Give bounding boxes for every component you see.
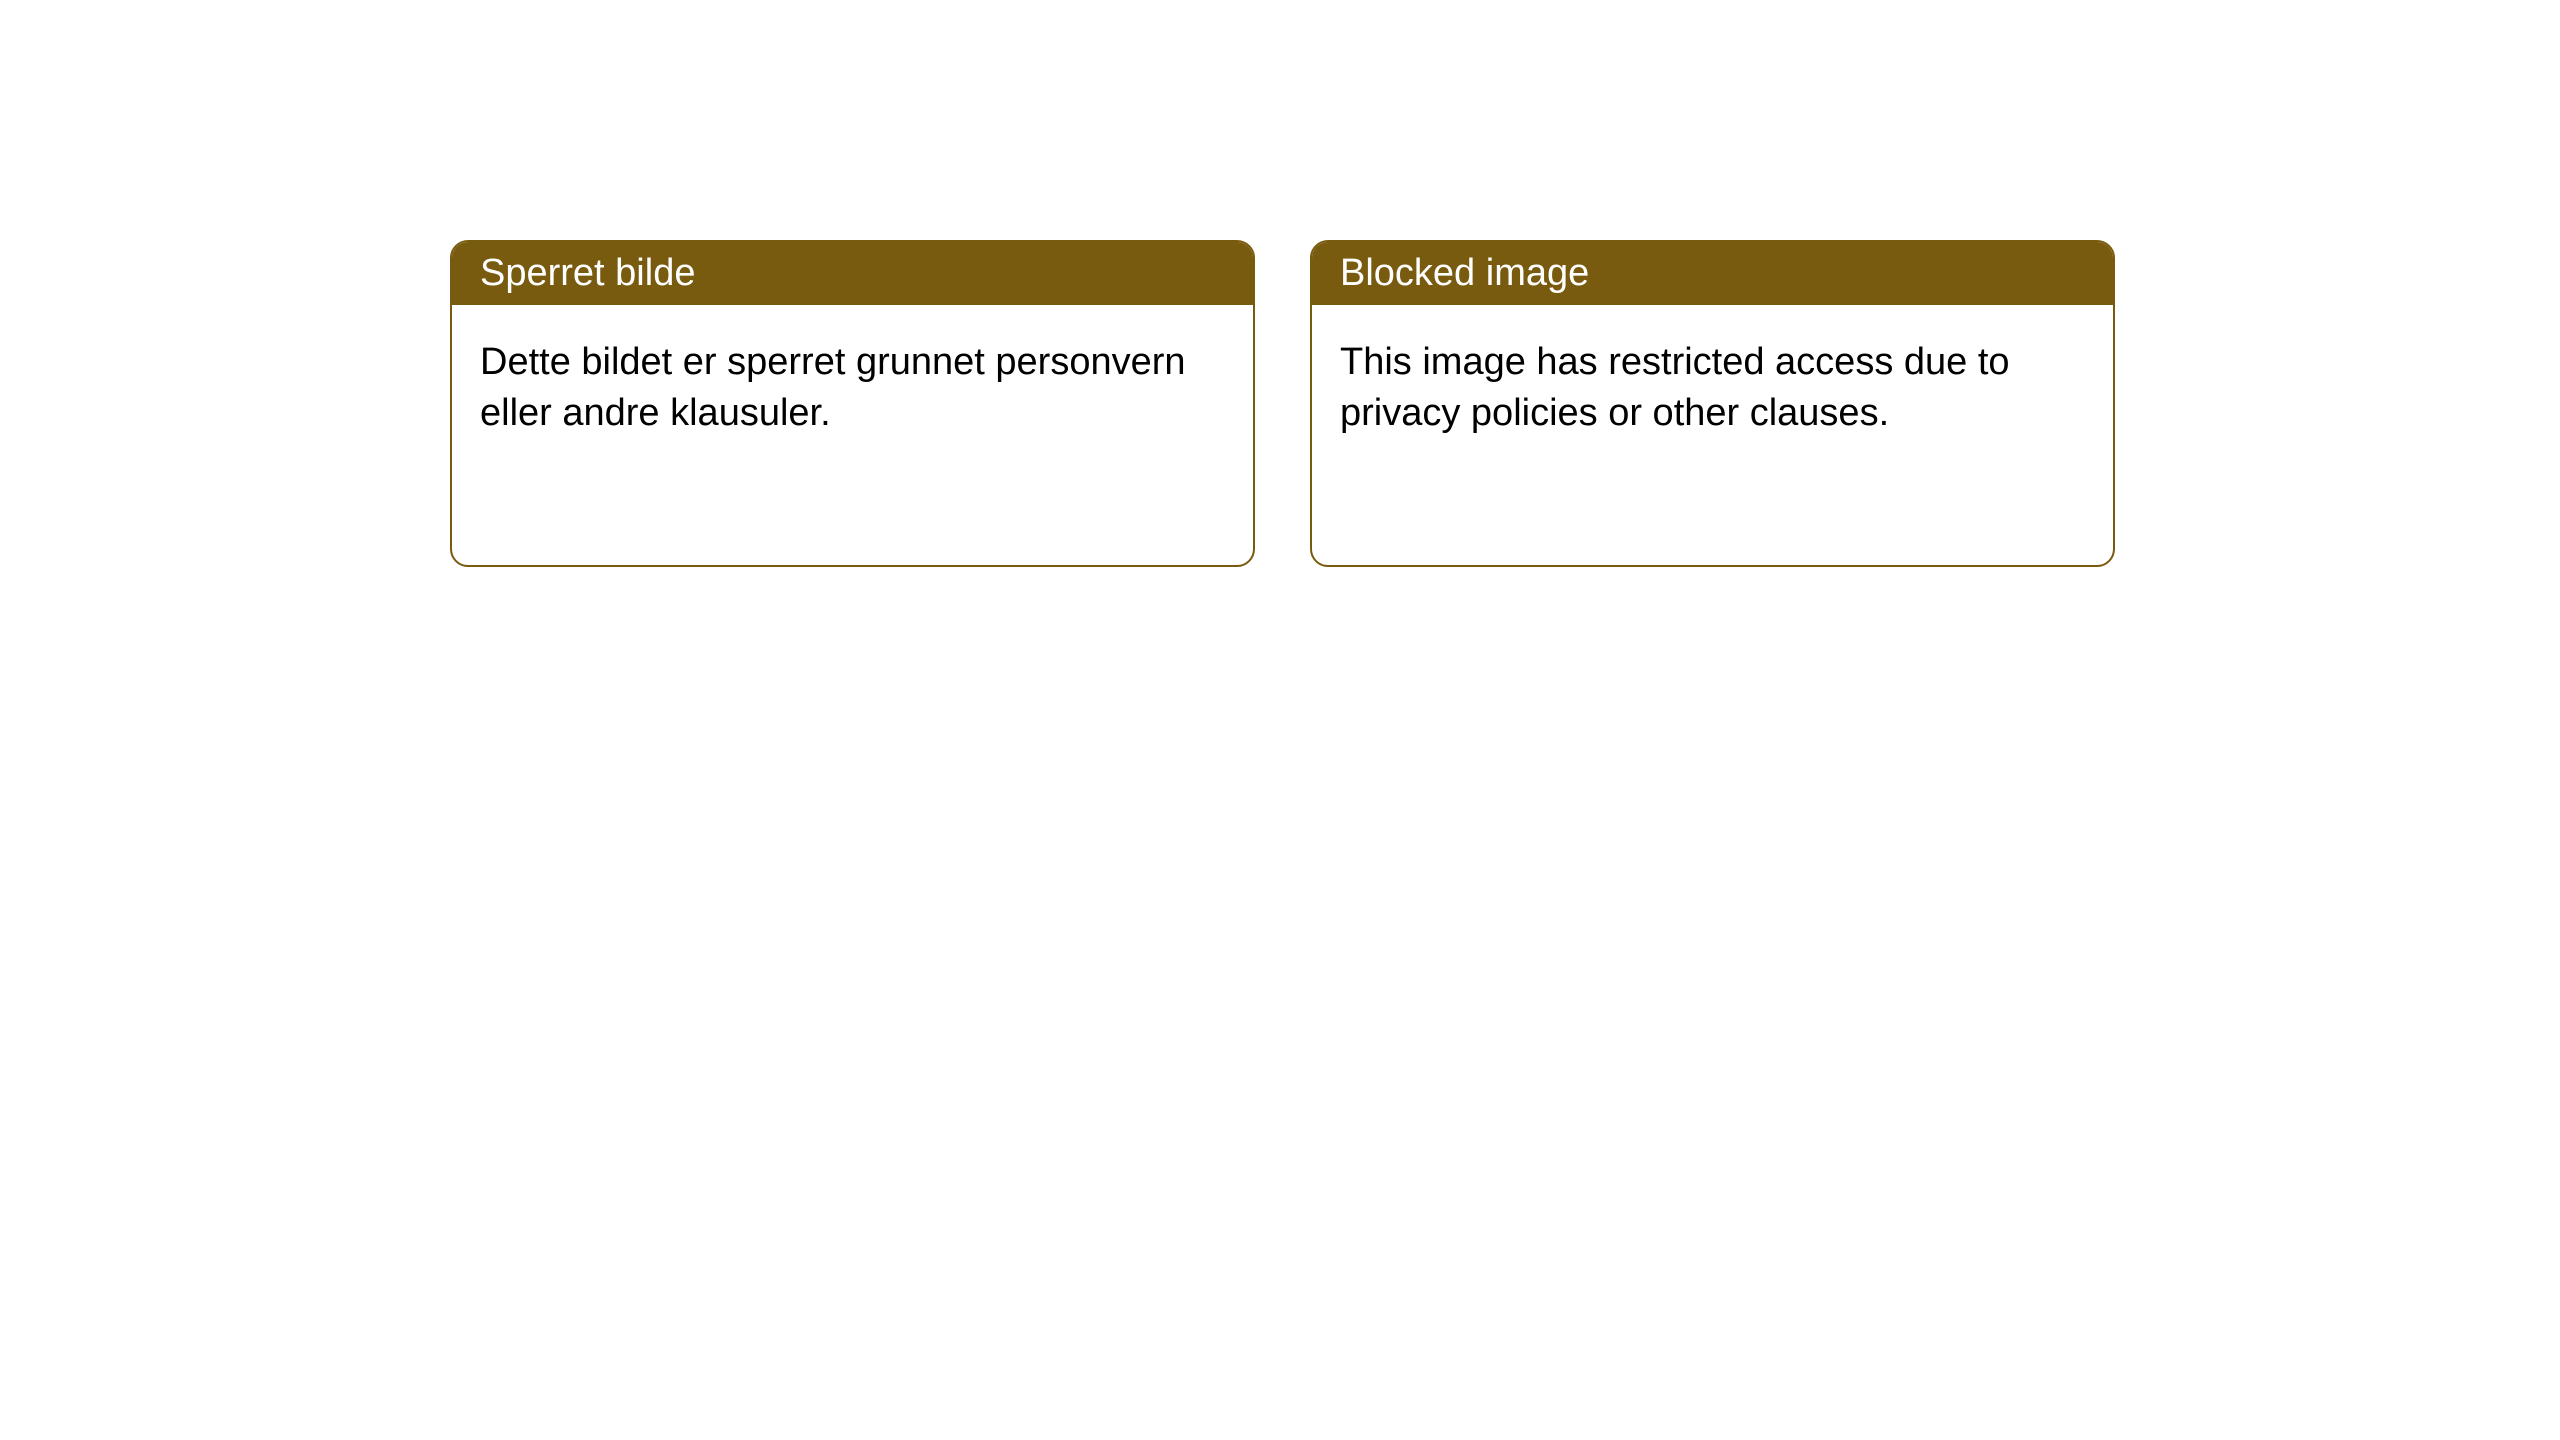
notice-body: Dette bildet er sperret grunnet personve… [452,305,1253,565]
notice-title: Blocked image [1340,252,1589,294]
notice-title: Sperret bilde [480,252,695,294]
notice-body: This image has restricted access due to … [1312,305,2113,565]
notice-card-norwegian: Sperret bilde Dette bildet er sperret gr… [450,240,1255,567]
notice-body-text: Dette bildet er sperret grunnet personve… [480,341,1186,434]
notice-card-english: Blocked image This image has restricted … [1310,240,2115,567]
notice-cards-container: Sperret bilde Dette bildet er sperret gr… [450,240,2560,567]
notice-header: Blocked image [1312,242,2113,305]
notice-header: Sperret bilde [452,242,1253,305]
notice-body-text: This image has restricted access due to … [1340,341,2010,434]
